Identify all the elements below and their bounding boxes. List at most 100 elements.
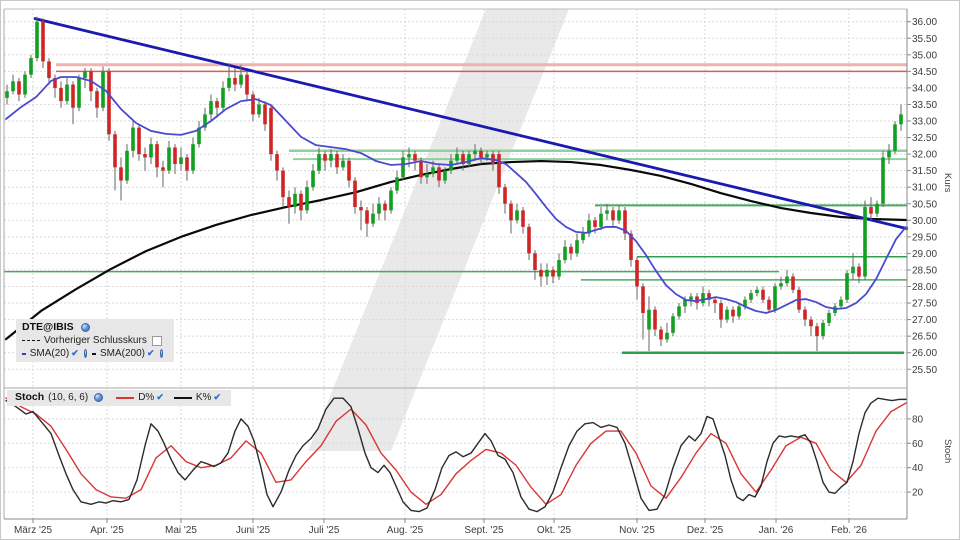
candle-body [77,77,81,108]
stoch-legend: Stoch (10, 6, 6) D% ✔ K% ✔ [7,390,231,406]
month-label: Feb. '26 [831,525,867,536]
candle-body [785,276,789,284]
candle-body [65,84,69,102]
candle-body [755,289,759,294]
month-label: Mai '25 [165,525,197,536]
month-label: Jan. '26 [759,525,794,536]
candle-body [641,286,645,313]
price-axis-label: 34.50 [912,67,937,78]
candle-body [359,207,363,211]
candle-body [107,71,111,135]
candle-body [899,114,903,125]
candle-body [119,167,123,181]
candle-body [257,104,261,115]
candle-body [5,91,9,98]
candle-body [431,167,435,174]
price-axis-label: 33.50 [912,100,937,111]
candle-body [677,306,681,317]
candle-body [557,260,561,277]
candle-body [95,91,99,108]
stoch-params: (10, 6, 6) [48,392,89,403]
candle-body [41,21,45,62]
candle-body [407,154,411,158]
candle-body [773,286,777,310]
candle-body [839,299,843,307]
price-axis-label: 27.00 [912,315,937,326]
prev-close-checkbox[interactable] [151,335,162,346]
candle-body [689,296,693,300]
candle-body [863,207,867,277]
sma200-globe-icon[interactable] [159,349,163,358]
candle-body [539,269,543,277]
candle-body [179,157,183,165]
candle-body [161,167,165,171]
candle-body [167,147,171,171]
price-axis-label: 31.50 [912,166,937,177]
price-axis-label: 27.50 [912,299,937,310]
stoch-d-checkmark-icon[interactable]: ✔ [156,392,164,402]
candle-body [215,101,219,108]
price-axis-label: 26.50 [912,332,937,343]
candle-body [419,160,423,178]
candle-body [443,170,447,181]
candle-body [725,309,729,320]
candle-body [605,210,609,214]
candle-body [17,81,21,95]
candle-body [425,173,429,178]
candle-body [821,322,825,337]
candle-body [269,107,273,155]
candle-body [551,269,555,277]
sma200-checkmark-icon[interactable]: ✔ [146,348,155,358]
candle-body [809,319,813,327]
candle-body [11,81,15,92]
candle-body [593,220,597,227]
candle-body [287,197,291,208]
price-axis-label: 36.00 [912,17,937,28]
symbol-label: DTE@IBIS [22,321,74,333]
candle-body [329,154,333,161]
stoch-globe-icon[interactable] [94,393,104,402]
candle-body [455,154,459,161]
candle-body [623,210,627,234]
candle-body [353,180,357,208]
stoch-k-checkmark-icon[interactable]: ✔ [213,392,221,402]
candle-body [437,167,441,181]
candle-body [647,309,651,330]
candle-body [779,283,783,287]
price-axis-label: 30.50 [912,199,937,210]
candle-body [851,266,855,274]
sma20-label: SMA(20) [29,348,70,359]
sma20-globe-icon[interactable] [83,349,88,358]
candle-body [671,316,675,333]
candle-body [29,58,33,75]
candle-body [59,87,63,102]
candle-body [35,21,39,59]
sma200-label: SMA(200) [99,348,145,359]
prev-close-line-sample [22,340,40,341]
candle-body [233,77,237,85]
candle-body [227,77,231,88]
stoch-k-label: K% [195,392,212,403]
candle-body [389,190,393,211]
price-axis-label: 32.50 [912,133,937,144]
candle-body [665,332,669,340]
candle-body [569,246,573,254]
stoch-title: Stoch [15,391,45,403]
candle-body [383,203,387,211]
candle-body [581,233,585,241]
price-axis-label: 26.00 [912,348,937,359]
symbol-info-globe-icon[interactable] [80,323,90,332]
price-axis-label: 29.50 [912,232,937,243]
downtrend-line [33,17,909,231]
candle-body [869,207,873,214]
candle-body [365,210,369,224]
candle-body [47,61,51,78]
candle-body [497,154,501,188]
sma20-checkmark-icon[interactable]: ✔ [71,348,79,358]
stoch-d-line-sample [116,396,135,399]
candle-body [203,114,207,128]
candle-body [323,154,327,161]
stoch-axis-label: 80 [912,414,924,425]
candle-body [155,144,159,168]
